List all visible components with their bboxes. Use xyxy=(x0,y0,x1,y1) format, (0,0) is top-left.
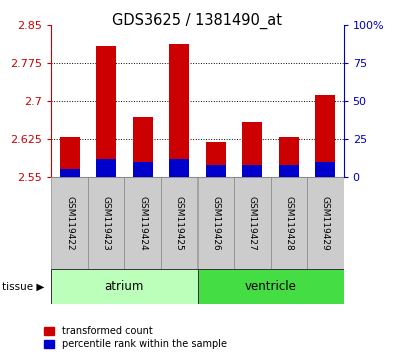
Text: GSM119422: GSM119422 xyxy=(65,196,74,250)
Bar xyxy=(96,46,116,177)
Text: GSM119427: GSM119427 xyxy=(248,196,257,250)
Text: GSM119425: GSM119425 xyxy=(175,196,184,250)
Text: atrium: atrium xyxy=(105,280,144,293)
Bar xyxy=(198,177,234,269)
Bar xyxy=(124,177,161,269)
Bar xyxy=(51,269,198,304)
Bar xyxy=(169,44,189,177)
Text: GSM119426: GSM119426 xyxy=(211,196,220,250)
Bar xyxy=(279,165,299,177)
Text: tissue ▶: tissue ▶ xyxy=(2,282,44,292)
Bar xyxy=(206,165,226,177)
Text: GSM119423: GSM119423 xyxy=(102,196,111,250)
Text: GDS3625 / 1381490_at: GDS3625 / 1381490_at xyxy=(113,12,282,29)
Text: GSM119429: GSM119429 xyxy=(321,196,330,250)
Bar xyxy=(133,162,153,177)
Bar xyxy=(60,169,80,177)
Legend: transformed count, percentile rank within the sample: transformed count, percentile rank withi… xyxy=(44,326,227,349)
Bar xyxy=(206,143,226,177)
Bar xyxy=(315,162,335,177)
Bar xyxy=(96,159,116,177)
Text: GSM119424: GSM119424 xyxy=(138,196,147,250)
Bar xyxy=(88,177,124,269)
Bar xyxy=(271,177,307,269)
Bar xyxy=(242,122,262,177)
Bar xyxy=(279,137,299,177)
Text: ventricle: ventricle xyxy=(245,280,297,293)
Bar xyxy=(51,177,88,269)
Bar xyxy=(198,269,344,304)
Bar xyxy=(307,177,344,269)
Bar xyxy=(60,137,80,177)
Bar xyxy=(315,95,335,177)
Bar xyxy=(133,117,153,177)
Bar xyxy=(161,177,198,269)
Bar xyxy=(169,159,189,177)
Bar xyxy=(242,165,262,177)
Text: GSM119428: GSM119428 xyxy=(284,196,293,250)
Bar xyxy=(234,177,271,269)
